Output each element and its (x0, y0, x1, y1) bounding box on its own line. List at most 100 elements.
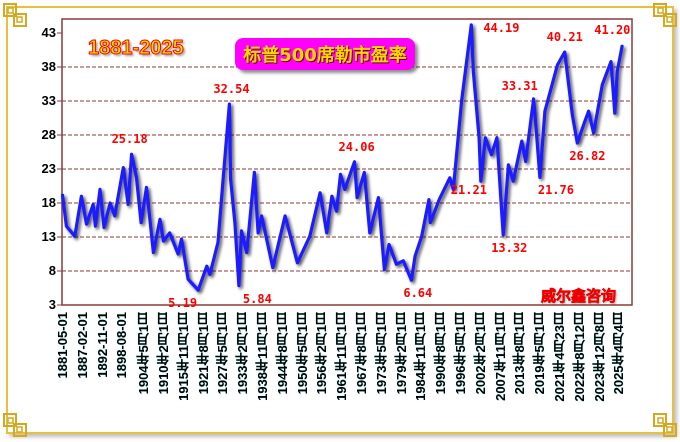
x-tick-label: 2013年8月1日 (512, 312, 528, 395)
data-point (616, 70, 619, 72)
data-point (234, 221, 236, 224)
data-point (245, 251, 248, 254)
x-tick-label: 2025年4月4日 (611, 312, 627, 395)
x-tick-label: 2002年2月1日 (472, 312, 488, 395)
data-point (377, 196, 380, 199)
data-point (539, 176, 541, 179)
data-point (109, 202, 111, 204)
chart-title-box: 标普500席勒市盈率 (235, 38, 415, 70)
data-point (253, 171, 256, 174)
x-tick-label: 1973年5月1日 (373, 312, 389, 395)
data-point (353, 160, 356, 163)
data-point (103, 226, 105, 229)
data-point (363, 171, 366, 174)
data-point (480, 180, 482, 182)
y-tick-label: 13 (41, 229, 56, 244)
x-tick-label: 1904年5月1日 (136, 312, 152, 395)
data-point (145, 186, 148, 189)
data-point (257, 232, 259, 234)
data-label: 24.06 (338, 139, 375, 154)
data-point (584, 120, 586, 123)
data-point (576, 142, 579, 144)
data-point (296, 262, 299, 264)
x-tick-label: 1927年5月1日 (215, 312, 231, 395)
data-point (402, 260, 405, 262)
data-point (410, 279, 413, 282)
data-point (197, 289, 199, 291)
data-label: 5.84 (242, 291, 272, 306)
x-tick-label: 1979年2月1日 (393, 312, 409, 395)
data-point (65, 225, 68, 227)
data-point (449, 177, 451, 179)
data-point (180, 238, 183, 240)
data-point (383, 268, 386, 271)
y-tick-label: 43 (41, 25, 56, 40)
data-label: 21.76 (537, 183, 574, 198)
x-tick-label: 1961年11月1日 (334, 312, 350, 401)
data-point (478, 136, 480, 139)
data-label: 5.19 (168, 296, 198, 311)
data-point (260, 215, 263, 217)
data-label: 21.21 (450, 183, 487, 198)
x-tick-label: 2021年4月23日 (552, 312, 567, 402)
chart-title: 标普500席勒市盈率 (243, 45, 407, 66)
y-tick-label: 18 (41, 195, 56, 210)
x-tick-label: 1921年8月1日 (195, 312, 211, 395)
data-point (428, 198, 430, 201)
data-point (592, 132, 595, 134)
data-point (460, 100, 463, 102)
corner-ornament-icon (652, 2, 678, 28)
data-label: 6.64 (403, 286, 433, 301)
data-point (168, 232, 171, 234)
data-point (240, 230, 243, 232)
data-point (524, 160, 527, 163)
data-point (99, 188, 101, 191)
data-point (388, 243, 390, 246)
x-tick-label: 1898-08-01 (114, 312, 130, 379)
data-point (521, 140, 523, 142)
x-tick-label: 1938年11月1日 (255, 312, 270, 401)
x-tick-label: 1944年8月1日 (274, 312, 290, 395)
x-tick-label: 1990年8月1日 (433, 312, 449, 395)
data-label: 32.54 (213, 82, 250, 97)
data-point (438, 198, 441, 201)
data-point (470, 24, 473, 26)
chart-subtitle: 1881-2025 (88, 37, 185, 60)
data-point (556, 64, 559, 66)
data-label: 26.82 (569, 149, 606, 164)
data-point (127, 203, 129, 206)
data-point (335, 210, 338, 212)
data-point (429, 221, 432, 224)
data-point (159, 218, 161, 221)
data-point (61, 193, 64, 195)
data-point (587, 110, 590, 112)
data-point (152, 251, 155, 254)
data-point (238, 284, 240, 287)
y-tick-label: 33 (41, 93, 56, 108)
y-tick-label: 38 (41, 59, 56, 74)
data-point (368, 232, 371, 234)
x-tick-label: 1915年11月1日 (175, 312, 191, 401)
data-point (613, 112, 616, 115)
y-tick-label: 8 (48, 263, 56, 278)
data-point (420, 235, 423, 238)
data-point (356, 196, 358, 199)
data-point (544, 110, 546, 112)
data-point (472, 70, 475, 72)
data-point (187, 278, 189, 280)
data-point (122, 166, 125, 169)
data-point (80, 195, 83, 197)
data-point (343, 188, 346, 191)
x-tick-label: 2023年12月8日 (591, 312, 607, 402)
x-tick-label: 2022年8月12日 (571, 312, 587, 402)
data-point (621, 44, 624, 47)
data-label: 33.31 (501, 78, 538, 93)
x-tick-label: 1887-02-01 (74, 312, 90, 379)
x-tick-label: 1950年5月1日 (294, 312, 310, 395)
y-tick-label: 28 (41, 127, 56, 142)
data-point (507, 164, 510, 166)
data-label: 25.18 (111, 132, 148, 147)
y-tick-label: 23 (41, 161, 56, 176)
data-point (140, 221, 142, 224)
